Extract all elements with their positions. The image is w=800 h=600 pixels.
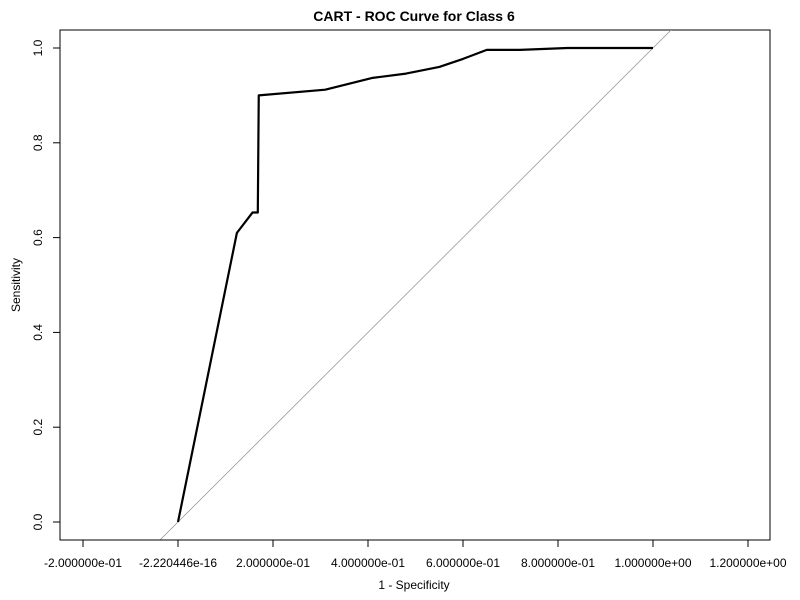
y-axis: 0.0 0.2 0.4 0.6 0.8 1.0 <box>31 39 61 530</box>
x-axis-label: 1 - Specificity <box>378 578 449 592</box>
x-axis: -2.000000e-01 -2.220446e-16 2.000000e-01 4.… <box>44 539 787 570</box>
x-tick-label: 6.000000e-01 <box>426 556 500 570</box>
reference-diagonal-line <box>159 30 672 540</box>
y-tick-label: 0.8 <box>31 134 45 151</box>
y-tick-label: 1.0 <box>31 39 45 56</box>
x-tick-label: 8.000000e-01 <box>521 556 595 570</box>
x-tick-label: 4.000000e-01 <box>331 556 405 570</box>
y-tick-label: 0.2 <box>31 419 45 436</box>
chart-title: CART - ROC Curve for Class 6 <box>313 8 515 24</box>
x-tick-label: 1.200000e+00 <box>709 556 786 570</box>
roc-series-line <box>176 46 653 523</box>
y-tick-label: 0.0 <box>31 513 45 530</box>
x-tick-label: -2.220446e-16 <box>139 556 217 570</box>
plot-area <box>59 29 771 541</box>
y-tick-label: 0.4 <box>31 324 45 341</box>
reference-line-layer <box>159 30 672 540</box>
series-layer <box>176 46 653 523</box>
x-tick-label: -2.000000e-01 <box>44 556 122 570</box>
y-axis-label: Sensitivity <box>9 258 23 312</box>
x-tick-label: 1.000000e+00 <box>614 556 691 570</box>
x-tick-label: 2.000000e-01 <box>236 556 310 570</box>
y-tick-label: 0.6 <box>31 229 45 246</box>
